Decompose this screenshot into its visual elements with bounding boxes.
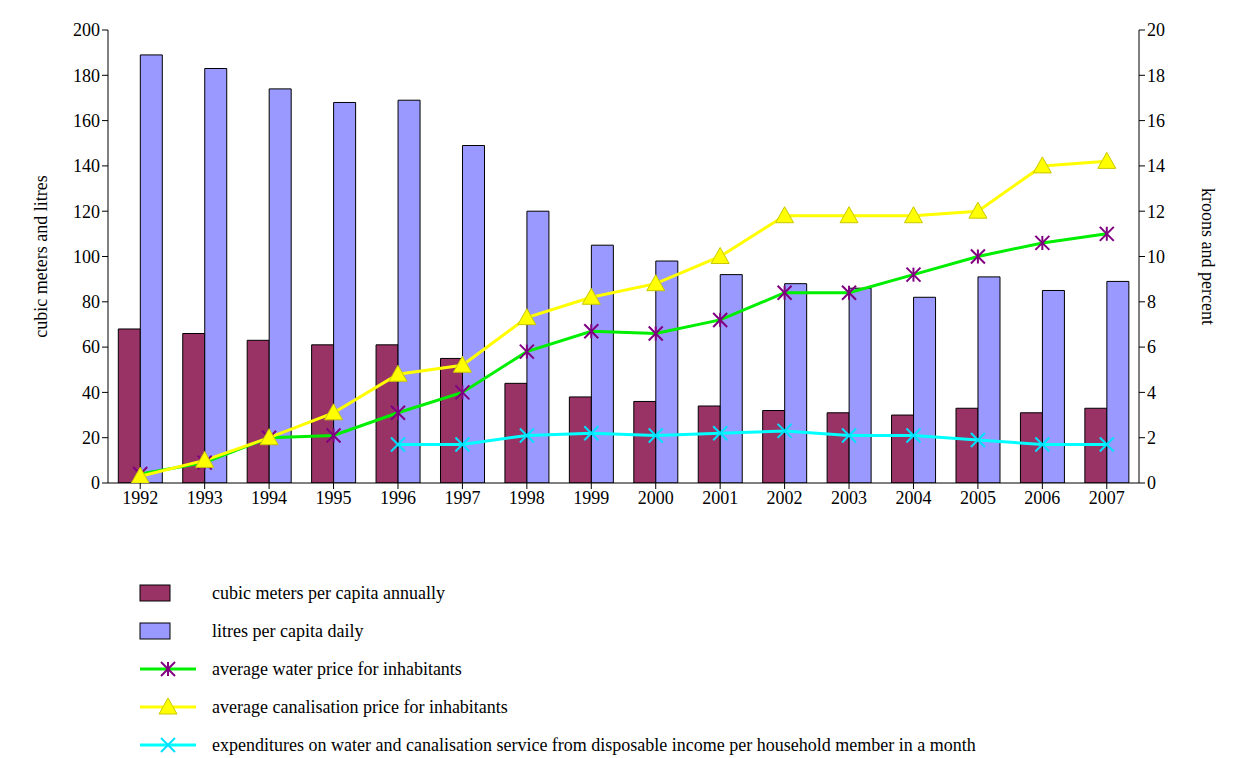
svg-text:2005: 2005: [960, 488, 996, 508]
svg-text:1996: 1996: [380, 488, 416, 508]
svg-text:16: 16: [1147, 111, 1165, 131]
svg-text:120: 120: [73, 202, 100, 222]
svg-text:140: 140: [73, 156, 100, 176]
svg-text:6: 6: [1147, 337, 1156, 357]
html-text:average water price for inhabi: average water price for inhabitants: [212, 658, 462, 679]
svg-text:2002: 2002: [767, 488, 803, 508]
svg-text:kroons and percent: kroons and percent: [1198, 188, 1218, 325]
svg-text:2007: 2007: [1089, 488, 1125, 508]
svg-text:2001: 2001: [702, 488, 738, 508]
svg-text:1999: 1999: [573, 488, 609, 508]
svg-text:1992: 1992: [122, 488, 158, 508]
svg-text:2004: 2004: [895, 488, 931, 508]
svg-text:2000: 2000: [638, 488, 674, 508]
svg-text:10: 10: [1147, 247, 1165, 267]
svg-text:2003: 2003: [831, 488, 867, 508]
svg-text:2: 2: [1147, 428, 1156, 448]
svg-text:100: 100: [73, 247, 100, 267]
svg-text:180: 180: [73, 66, 100, 86]
svg-text:1997: 1997: [444, 488, 480, 508]
svg-text:160: 160: [73, 111, 100, 131]
svg-text:0: 0: [1147, 473, 1156, 493]
svg-text:1994: 1994: [251, 488, 287, 508]
svg-text:4: 4: [1147, 383, 1156, 403]
svg-text:8: 8: [1147, 292, 1156, 312]
svg-text:0: 0: [91, 473, 100, 493]
html-text:expenditures on water and cana: expenditures on water and canalisation s…: [212, 734, 976, 755]
svg-text:1993: 1993: [187, 488, 223, 508]
svg-text:20: 20: [1147, 20, 1165, 40]
svg-text:12: 12: [1147, 202, 1165, 222]
svg-text:80: 80: [82, 292, 100, 312]
html-text:cubic meters per capita annual: cubic meters per capita annually: [212, 582, 445, 603]
svg-text:1998: 1998: [509, 488, 545, 508]
svg-text:40: 40: [82, 383, 100, 403]
svg-text:2006: 2006: [1024, 488, 1060, 508]
html-text:average canalisation price for: average canalisation price for inhabitan…: [212, 696, 508, 717]
svg-text:1995: 1995: [316, 488, 352, 508]
svg-text:60: 60: [82, 337, 100, 357]
svg-text:200: 200: [73, 20, 100, 40]
html-text:litres per capita daily: litres per capita daily: [212, 620, 364, 641]
svg-text:18: 18: [1147, 66, 1165, 86]
svg-text:cubic meters and litres: cubic meters and litres: [31, 175, 51, 337]
svg-text:14: 14: [1147, 156, 1165, 176]
svg-text:20: 20: [82, 428, 100, 448]
